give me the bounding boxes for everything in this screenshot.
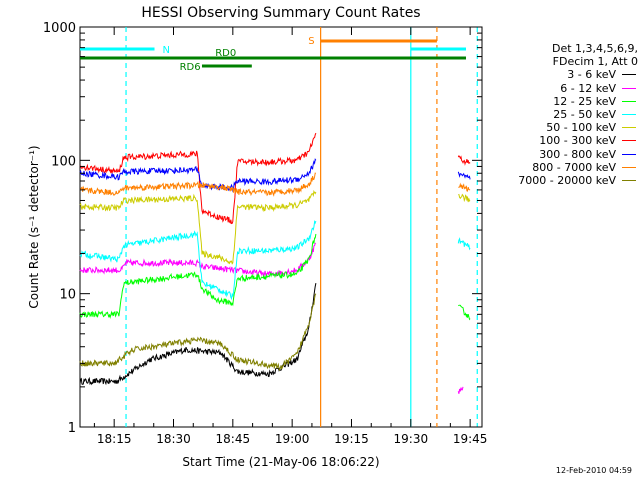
series-line-7 — [79, 158, 317, 193]
series-line-3 — [79, 233, 317, 319]
flag-label-n: N — [163, 45, 170, 56]
y-axis-label: Count Rate (s⁻¹ detector⁻¹) — [27, 145, 41, 308]
series-line-7-segment-2 — [457, 171, 471, 180]
legend-entry-1: 3 - 6 keV — [490, 68, 638, 81]
y-tick-label-1: 1 — [68, 421, 76, 436]
legend-label-5: 50 - 100 keV — [546, 121, 616, 135]
series-line-1 — [79, 282, 317, 386]
legend-swatch-6 — [622, 140, 636, 142]
y-tick-label-3: 100 — [51, 154, 76, 169]
series-line-4-segment-2 — [457, 237, 471, 251]
x-tick-label-4: 19:00 — [275, 432, 310, 446]
legend-label-4: 25 - 50 keV — [553, 108, 616, 122]
x-tick-label-6: 19:30 — [394, 432, 429, 446]
legend-label-2: 6 - 12 keV — [560, 81, 616, 95]
legend-entry-8: 800 - 7000 keV — [490, 161, 638, 174]
legend-header-line-1: Det 1,3,4,5,6,9, — [551, 42, 638, 55]
legend-swatch-8 — [622, 166, 636, 168]
chart-legend: Det 1,3,4,5,6,9, FDecim 1, Att 0 3 - 6 k… — [490, 42, 638, 187]
legend-label-8: 800 - 7000 keV — [532, 160, 616, 174]
x-tick-label-1: 18:15 — [97, 432, 132, 446]
x-tick-label-3: 18:45 — [216, 432, 251, 446]
series-line-5-segment-2 — [458, 193, 471, 203]
legend-entry-3: 12 - 25 keV — [490, 95, 638, 108]
chart-title: HESSI Observing Summary Count Rates — [141, 5, 420, 21]
series-line-2-segment-2 — [457, 386, 464, 394]
legend-swatch-7 — [622, 153, 636, 155]
legend-entry-5: 50 - 100 keV — [490, 121, 638, 134]
legend-entry-6: 100 - 300 keV — [490, 134, 638, 147]
series-line-8-segment-2 — [458, 182, 471, 192]
legend-label-1: 3 - 6 keV — [567, 68, 616, 82]
legend-swatch-2 — [622, 87, 636, 89]
legend-label-7: 300 - 800 keV — [539, 147, 616, 161]
series-line-5 — [79, 189, 317, 265]
series-line-4 — [79, 219, 317, 301]
y-tick-label-2: 10 — [59, 288, 76, 303]
flag-label-rd0: RD0 — [215, 48, 236, 59]
legend-swatch-3 — [622, 100, 636, 102]
legend-swatch-9 — [622, 180, 636, 182]
legend-header-line-2: FDecim 1, Att 0 — [552, 55, 638, 69]
plot-timestamp: 12-Feb-2010 04:59 — [555, 466, 632, 475]
legend-swatch-1 — [622, 74, 636, 76]
flag-label-rd6: RD6 — [180, 62, 201, 73]
series-line-3-segment-2 — [457, 304, 471, 321]
x-tick-label-5: 19:15 — [334, 432, 369, 446]
series-line-6-segment-2 — [457, 155, 471, 166]
series-line-6 — [79, 132, 317, 225]
legend-entry-9: 7000 - 20000 keV — [490, 174, 638, 187]
y-tick-label-4: 1000 — [43, 21, 76, 36]
series-line-9 — [79, 293, 317, 372]
x-axis-label: Start Time (21-May-06 18:06:22) — [182, 455, 379, 469]
x-tick-label-2: 18:30 — [156, 432, 191, 446]
legend-label-9: 7000 - 20000 keV — [518, 174, 616, 188]
flag-label-s: S — [308, 36, 314, 47]
legend-label-3: 12 - 25 keV — [553, 94, 616, 108]
legend-entry-7: 300 - 800 keV — [490, 148, 638, 161]
series-line-8 — [80, 172, 317, 197]
plot-frame — [79, 26, 483, 428]
legend-swatch-4 — [622, 114, 636, 116]
legend-swatch-5 — [622, 127, 636, 129]
legend-entry-2: 6 - 12 keV — [490, 82, 638, 95]
legend-label-6: 100 - 300 keV — [539, 134, 616, 148]
legend-entry-4: 25 - 50 keV — [490, 108, 638, 121]
x-tick-label-7: 19:45 — [453, 432, 488, 446]
